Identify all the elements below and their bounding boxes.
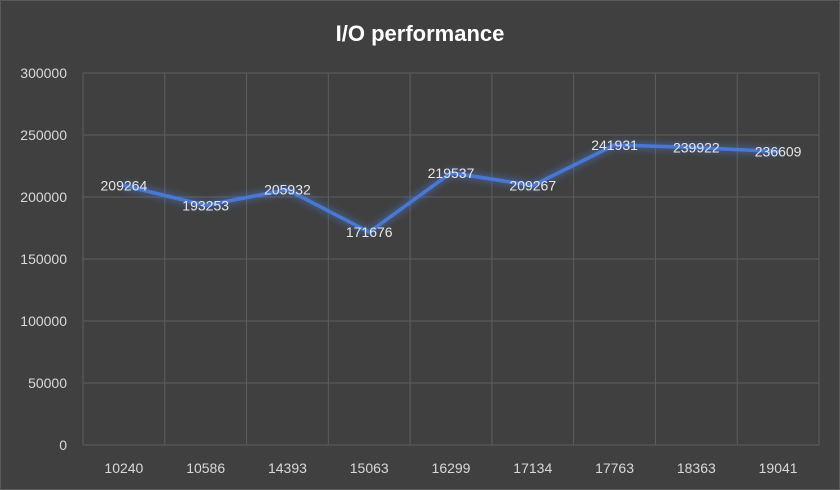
x-tick-label: 17134 [513, 460, 552, 476]
y-tick-label: 0 [59, 437, 67, 453]
x-axis: 10240 10586 14393 15063 16299 17134 17763 18363… [104, 460, 797, 476]
x-tick-label: 10240 [104, 460, 143, 476]
series-line [122, 143, 780, 234]
data-label: 239922 [673, 139, 720, 155]
data-label: 241931 [591, 137, 638, 153]
x-tick-label: 18363 [677, 460, 716, 476]
data-label: 171676 [346, 224, 393, 240]
x-tick-label: 10586 [186, 460, 225, 476]
data-point [531, 184, 535, 188]
data-label: 193253 [182, 197, 229, 213]
data-label: 209264 [101, 178, 148, 194]
data-point [694, 145, 698, 149]
data-point [204, 203, 208, 207]
data-point [285, 188, 289, 192]
data-label: 205932 [264, 182, 311, 198]
x-tick-label: 17763 [595, 460, 634, 476]
gridlines [82, 72, 820, 446]
data-label: 219537 [428, 165, 475, 181]
y-tick-label: 200000 [20, 189, 67, 205]
data-point [449, 171, 453, 175]
data-labels: 209264 193253 205932 171676 219537 209267 2419… [101, 137, 802, 240]
y-axis: 0 50000 100000 150000 200000 250000 300000 [20, 65, 67, 453]
data-label: 236609 [755, 144, 802, 160]
y-tick-label: 100000 [20, 313, 67, 329]
data-point [613, 143, 617, 147]
data-point [776, 150, 780, 154]
y-tick-label: 250000 [20, 127, 67, 143]
x-tick-label: 16299 [432, 460, 471, 476]
data-point [122, 184, 126, 188]
data-label: 209267 [509, 178, 556, 194]
x-tick-label: 19041 [759, 460, 798, 476]
y-tick-label: 150000 [20, 251, 67, 267]
x-tick-label: 15063 [350, 460, 389, 476]
data-point [367, 230, 371, 234]
x-tick-label: 14393 [268, 460, 307, 476]
chart-title: I/O performance [336, 21, 505, 46]
y-tick-label: 50000 [28, 375, 67, 391]
y-tick-label: 300000 [20, 65, 67, 81]
series-layer [122, 143, 780, 234]
